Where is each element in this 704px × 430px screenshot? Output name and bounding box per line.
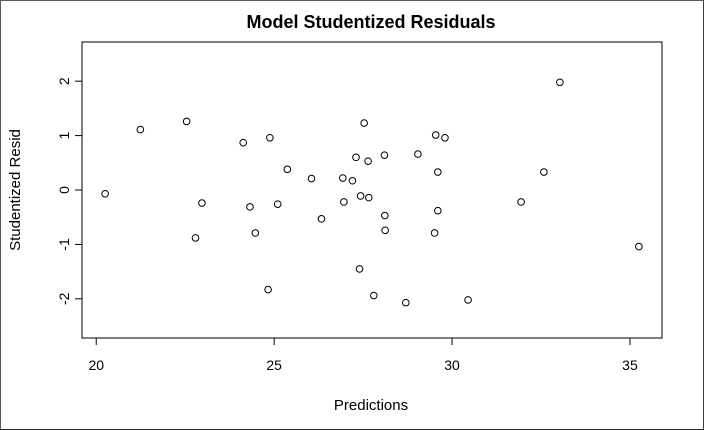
y-tick-label: 1 (56, 131, 72, 139)
data-point (360, 119, 368, 127)
y-tick-label: -1 (56, 238, 72, 251)
data-point (517, 198, 525, 206)
data-point (635, 242, 643, 251)
data-point (355, 265, 364, 273)
data-point (246, 203, 254, 211)
data-point (191, 234, 200, 242)
x-tick-label: 20 (88, 357, 104, 373)
data-point (364, 157, 372, 165)
data-point (430, 229, 439, 237)
x-axis: 20 25 30 35 (88, 337, 638, 373)
data-point (339, 174, 347, 182)
chart-title: Model Studentized Residuals (246, 12, 495, 32)
data-point (182, 117, 191, 126)
y-tick-label: 2 (56, 77, 72, 85)
data-point (266, 133, 274, 142)
x-axis-title: Predictions (334, 397, 408, 414)
x-tick-label: 25 (266, 357, 282, 373)
data-point (198, 199, 206, 207)
x-tick-label: 30 (444, 357, 460, 373)
data-point (340, 198, 348, 206)
data-point (356, 192, 365, 200)
data-points (101, 78, 643, 307)
data-point (402, 298, 410, 307)
data-point (434, 168, 442, 176)
data-point (251, 229, 260, 237)
data-point (540, 168, 548, 176)
data-point (431, 131, 440, 139)
data-point (101, 190, 109, 198)
data-point (434, 206, 442, 215)
data-point (273, 200, 282, 208)
data-point (381, 211, 389, 220)
data-point (464, 296, 472, 304)
data-point (380, 151, 389, 159)
y-axis-title: Studentized Resid (7, 129, 24, 251)
data-point (317, 215, 326, 223)
y-tick-label: 0 (56, 186, 72, 194)
data-point (283, 165, 292, 174)
data-point (264, 285, 272, 294)
y-axis: -2 -1 0 1 2 (56, 77, 83, 305)
data-point (381, 226, 389, 235)
x-tick-label: 35 (622, 357, 638, 373)
data-point (364, 193, 373, 202)
plot-area-border (81, 41, 663, 339)
data-point (307, 174, 316, 183)
data-point (441, 133, 449, 142)
data-point (239, 138, 247, 147)
data-point (556, 78, 564, 87)
y-tick-label: -2 (56, 292, 72, 305)
data-point (369, 291, 378, 300)
data-point (352, 153, 360, 162)
data-point (348, 176, 357, 185)
data-point (136, 125, 145, 134)
data-point (414, 150, 422, 158)
